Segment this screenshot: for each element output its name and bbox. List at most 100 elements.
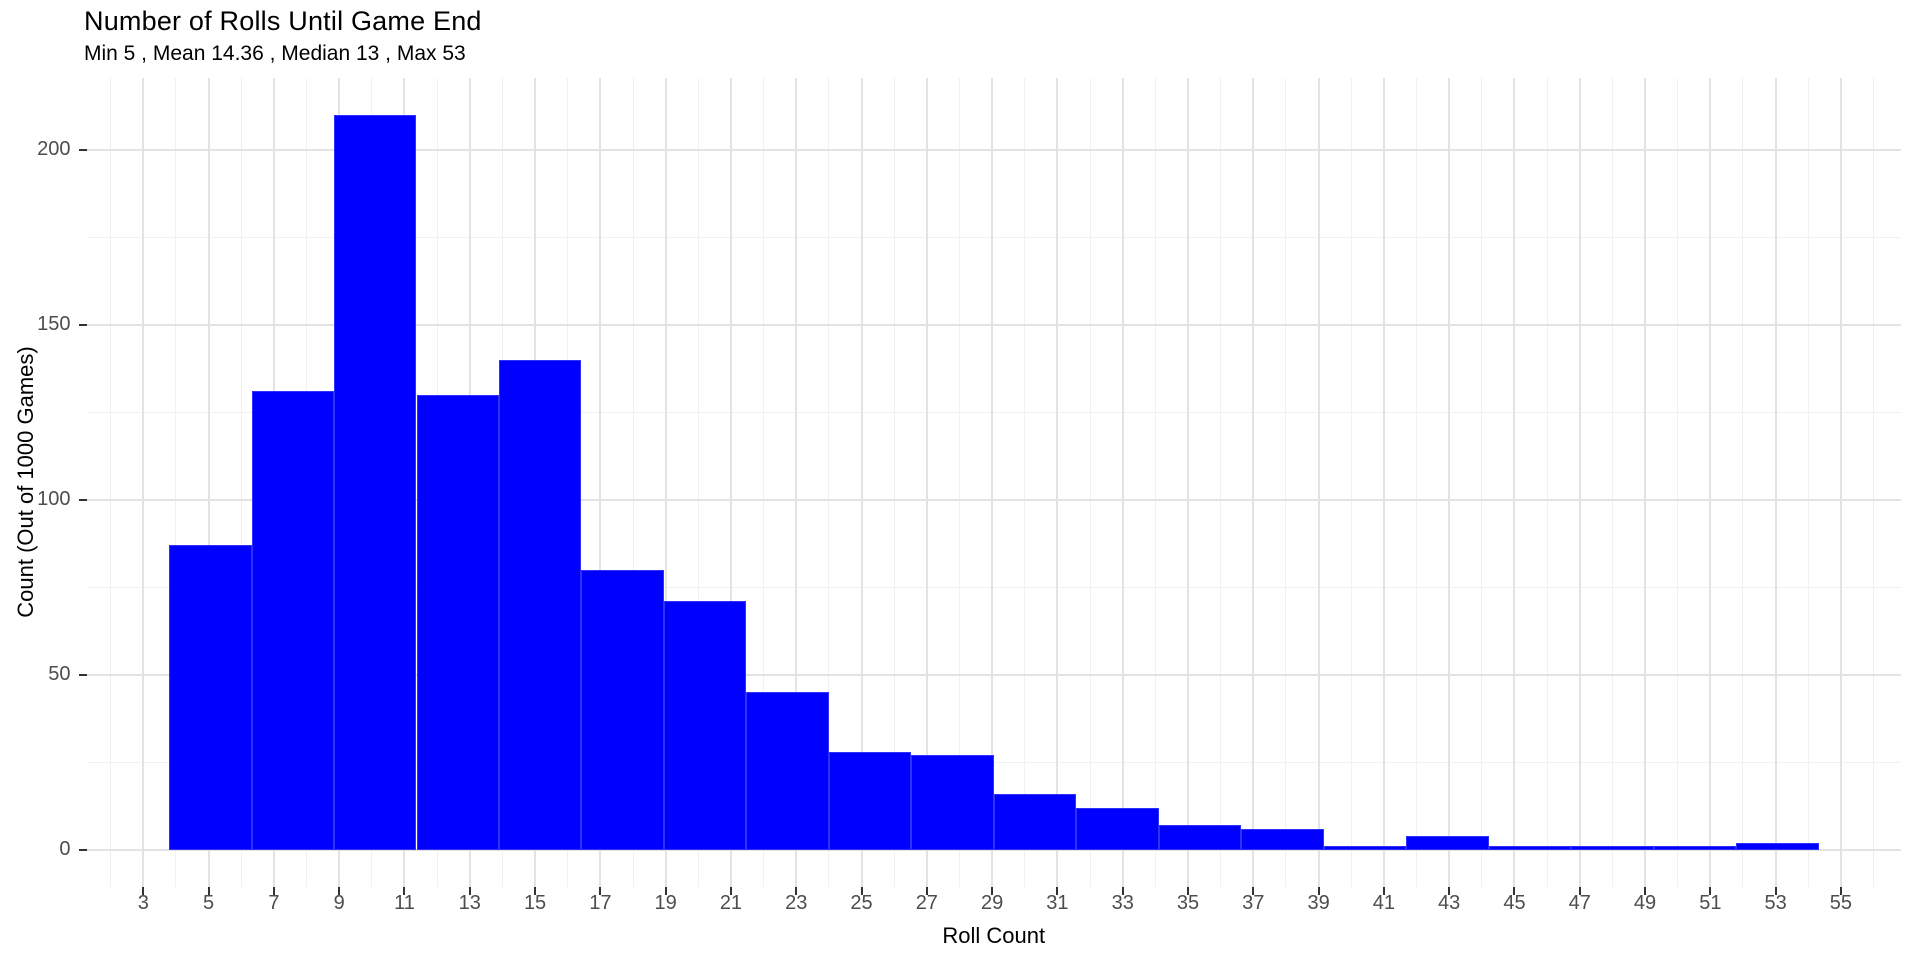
y-tick-mark [78, 323, 87, 326]
x-tick-label: 41 [1372, 891, 1395, 914]
x-major-gridline [860, 78, 863, 887]
y-tick-mark [78, 148, 87, 151]
x-tick-mark [991, 886, 994, 895]
y-tick-mark [78, 498, 87, 501]
x-minor-gridline [1350, 78, 1352, 887]
x-tick-mark [1709, 886, 1712, 895]
x-tick-label: 11 [394, 891, 415, 914]
x-major-gridline [1186, 78, 1189, 887]
x-tick-mark [207, 886, 210, 895]
x-tick-mark [338, 886, 341, 895]
histogram-bar [1406, 835, 1489, 850]
x-tick-label: 9 [333, 891, 345, 914]
x-tick-label: 33 [1111, 891, 1134, 914]
histogram-bar [169, 545, 252, 850]
x-major-gridline [599, 78, 602, 887]
x-major-gridline [1448, 78, 1451, 887]
x-major-gridline [1382, 78, 1385, 887]
y-tick-label: 0 [59, 837, 71, 860]
x-tick-mark [1448, 886, 1451, 895]
histogram-bar [911, 755, 994, 850]
x-minor-gridline [632, 78, 634, 887]
y-tick-mark [78, 848, 87, 851]
x-major-gridline [207, 78, 210, 887]
x-tick-mark [1317, 886, 1320, 895]
x-tick-mark [1056, 886, 1059, 895]
x-minor-gridline [1677, 78, 1679, 887]
chart-subtitle: Min 5 , Mean 14.36 , Median 13 , Max 53 [84, 42, 466, 65]
x-tick-label: 37 [1242, 891, 1265, 914]
x-tick-mark [1644, 886, 1647, 895]
x-major-gridline [795, 78, 798, 887]
x-major-gridline [991, 78, 994, 887]
x-tick-label: 7 [268, 891, 280, 914]
y-tick-label: 100 [37, 487, 71, 510]
x-tick-label: 29 [980, 891, 1004, 914]
x-major-gridline [1252, 78, 1255, 887]
x-major-gridline [1839, 78, 1842, 887]
y-tick-label: 200 [37, 137, 71, 160]
y-minor-gridline [86, 236, 1901, 238]
y-tick-label: 50 [48, 662, 71, 685]
x-tick-label: 21 [719, 891, 743, 914]
x-tick-mark [729, 886, 732, 895]
x-tick-mark [142, 886, 145, 895]
x-tick-label: 51 [1699, 891, 1722, 914]
x-tick-mark [1774, 886, 1777, 895]
histogram-bar [498, 359, 582, 850]
x-minor-gridline [893, 78, 895, 887]
x-minor-gridline [1481, 78, 1483, 887]
histogram-bar [581, 569, 664, 850]
x-minor-gridline [1154, 78, 1156, 887]
x-minor-gridline [763, 78, 765, 887]
x-minor-gridline [958, 78, 960, 887]
x-tick-mark [1121, 886, 1124, 895]
x-major-gridline [1709, 78, 1712, 887]
x-tick-label: 47 [1568, 891, 1591, 914]
x-tick-label: 15 [523, 891, 547, 914]
histogram-bar [746, 692, 829, 850]
x-tick-label: 43 [1438, 891, 1461, 914]
x-major-gridline [1578, 78, 1581, 887]
x-tick-label: 27 [915, 891, 938, 914]
x-tick-mark [664, 886, 667, 895]
x-tick-mark [860, 886, 863, 895]
x-tick-label: 13 [458, 891, 481, 914]
x-tick-mark [468, 886, 471, 895]
x-tick-mark [1382, 886, 1385, 895]
histogram-bar [663, 601, 747, 850]
y-tick-mark [78, 673, 87, 676]
x-tick-mark [403, 886, 406, 895]
x-minor-gridline [697, 78, 699, 887]
x-tick-label: 53 [1764, 891, 1787, 914]
x-axis-title: Roll Count [942, 922, 1046, 948]
histogram-bar [1736, 842, 1819, 850]
x-tick-label: 17 [589, 891, 612, 914]
y-tick-label: 150 [37, 312, 71, 335]
x-major-gridline [729, 78, 732, 887]
histogram-bar [1488, 846, 1572, 850]
y-major-gridline [86, 323, 1901, 326]
histogram-bar [993, 793, 1077, 850]
x-minor-gridline [1611, 78, 1613, 887]
x-major-gridline [1644, 78, 1647, 887]
x-tick-label: 49 [1633, 891, 1657, 914]
x-minor-gridline [828, 78, 830, 887]
x-minor-gridline [1089, 78, 1091, 887]
x-tick-mark [1839, 886, 1842, 895]
x-tick-label: 31 [1046, 891, 1069, 914]
x-major-gridline [1774, 78, 1777, 887]
histogram-bar [1653, 846, 1737, 850]
x-tick-label: 3 [137, 891, 149, 914]
x-minor-gridline [110, 78, 112, 887]
x-tick-label: 23 [785, 891, 808, 914]
x-minor-gridline [1285, 78, 1287, 887]
x-tick-label: 19 [654, 891, 677, 914]
y-axis-title: Count (Out of 1000 Games) [13, 346, 38, 618]
x-minor-gridline [1873, 78, 1875, 887]
x-minor-gridline [1742, 78, 1744, 887]
y-major-gridline [86, 848, 1901, 851]
x-minor-gridline [1416, 78, 1418, 887]
y-major-gridline [86, 148, 1901, 151]
